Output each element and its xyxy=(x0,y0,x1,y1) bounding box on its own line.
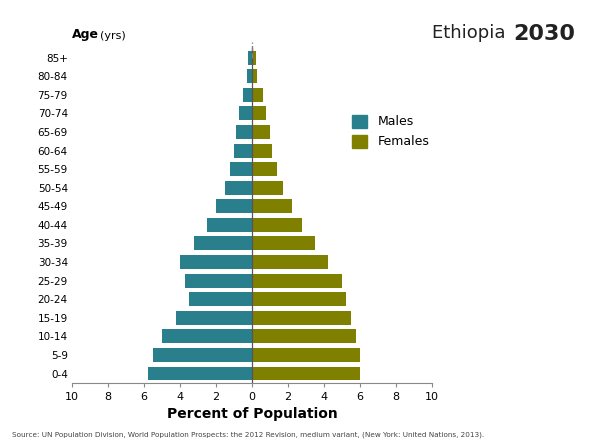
Bar xyxy=(236,125,252,139)
Bar xyxy=(252,51,256,65)
Bar xyxy=(252,292,346,306)
Bar xyxy=(252,218,302,232)
Bar xyxy=(252,255,328,269)
Bar xyxy=(216,199,252,213)
Text: Ethiopia: Ethiopia xyxy=(432,24,511,42)
Bar xyxy=(162,330,252,343)
Bar xyxy=(252,69,257,83)
Bar xyxy=(252,162,277,176)
Legend: Males, Females: Males, Females xyxy=(352,115,430,148)
X-axis label: Percent of Population: Percent of Population xyxy=(167,407,337,422)
Bar xyxy=(153,348,252,362)
Bar xyxy=(252,125,270,139)
Bar xyxy=(252,330,356,343)
Bar xyxy=(207,218,252,232)
Bar xyxy=(252,143,272,158)
Bar xyxy=(234,143,252,158)
Bar xyxy=(185,274,252,288)
Bar xyxy=(239,106,252,121)
Bar xyxy=(225,181,252,194)
Bar xyxy=(247,69,252,83)
Bar xyxy=(252,181,283,194)
Bar xyxy=(252,236,315,250)
Bar xyxy=(252,367,360,381)
Bar xyxy=(230,162,252,176)
Bar xyxy=(252,88,263,102)
Bar xyxy=(248,51,252,65)
Bar xyxy=(252,274,342,288)
Bar xyxy=(252,348,360,362)
Text: 2030: 2030 xyxy=(513,24,575,44)
Text: Age: Age xyxy=(72,28,99,41)
Bar xyxy=(189,292,252,306)
Bar xyxy=(148,367,252,381)
Bar xyxy=(243,88,252,102)
Bar xyxy=(194,236,252,250)
Text: Source: UN Population Division, World Population Prospects: the 2012 Revision, m: Source: UN Population Division, World Po… xyxy=(12,431,484,438)
Bar xyxy=(252,199,292,213)
Bar xyxy=(252,106,266,121)
Bar xyxy=(176,311,252,325)
Bar xyxy=(180,255,252,269)
Bar xyxy=(252,311,351,325)
Text: (yrs): (yrs) xyxy=(100,31,125,41)
